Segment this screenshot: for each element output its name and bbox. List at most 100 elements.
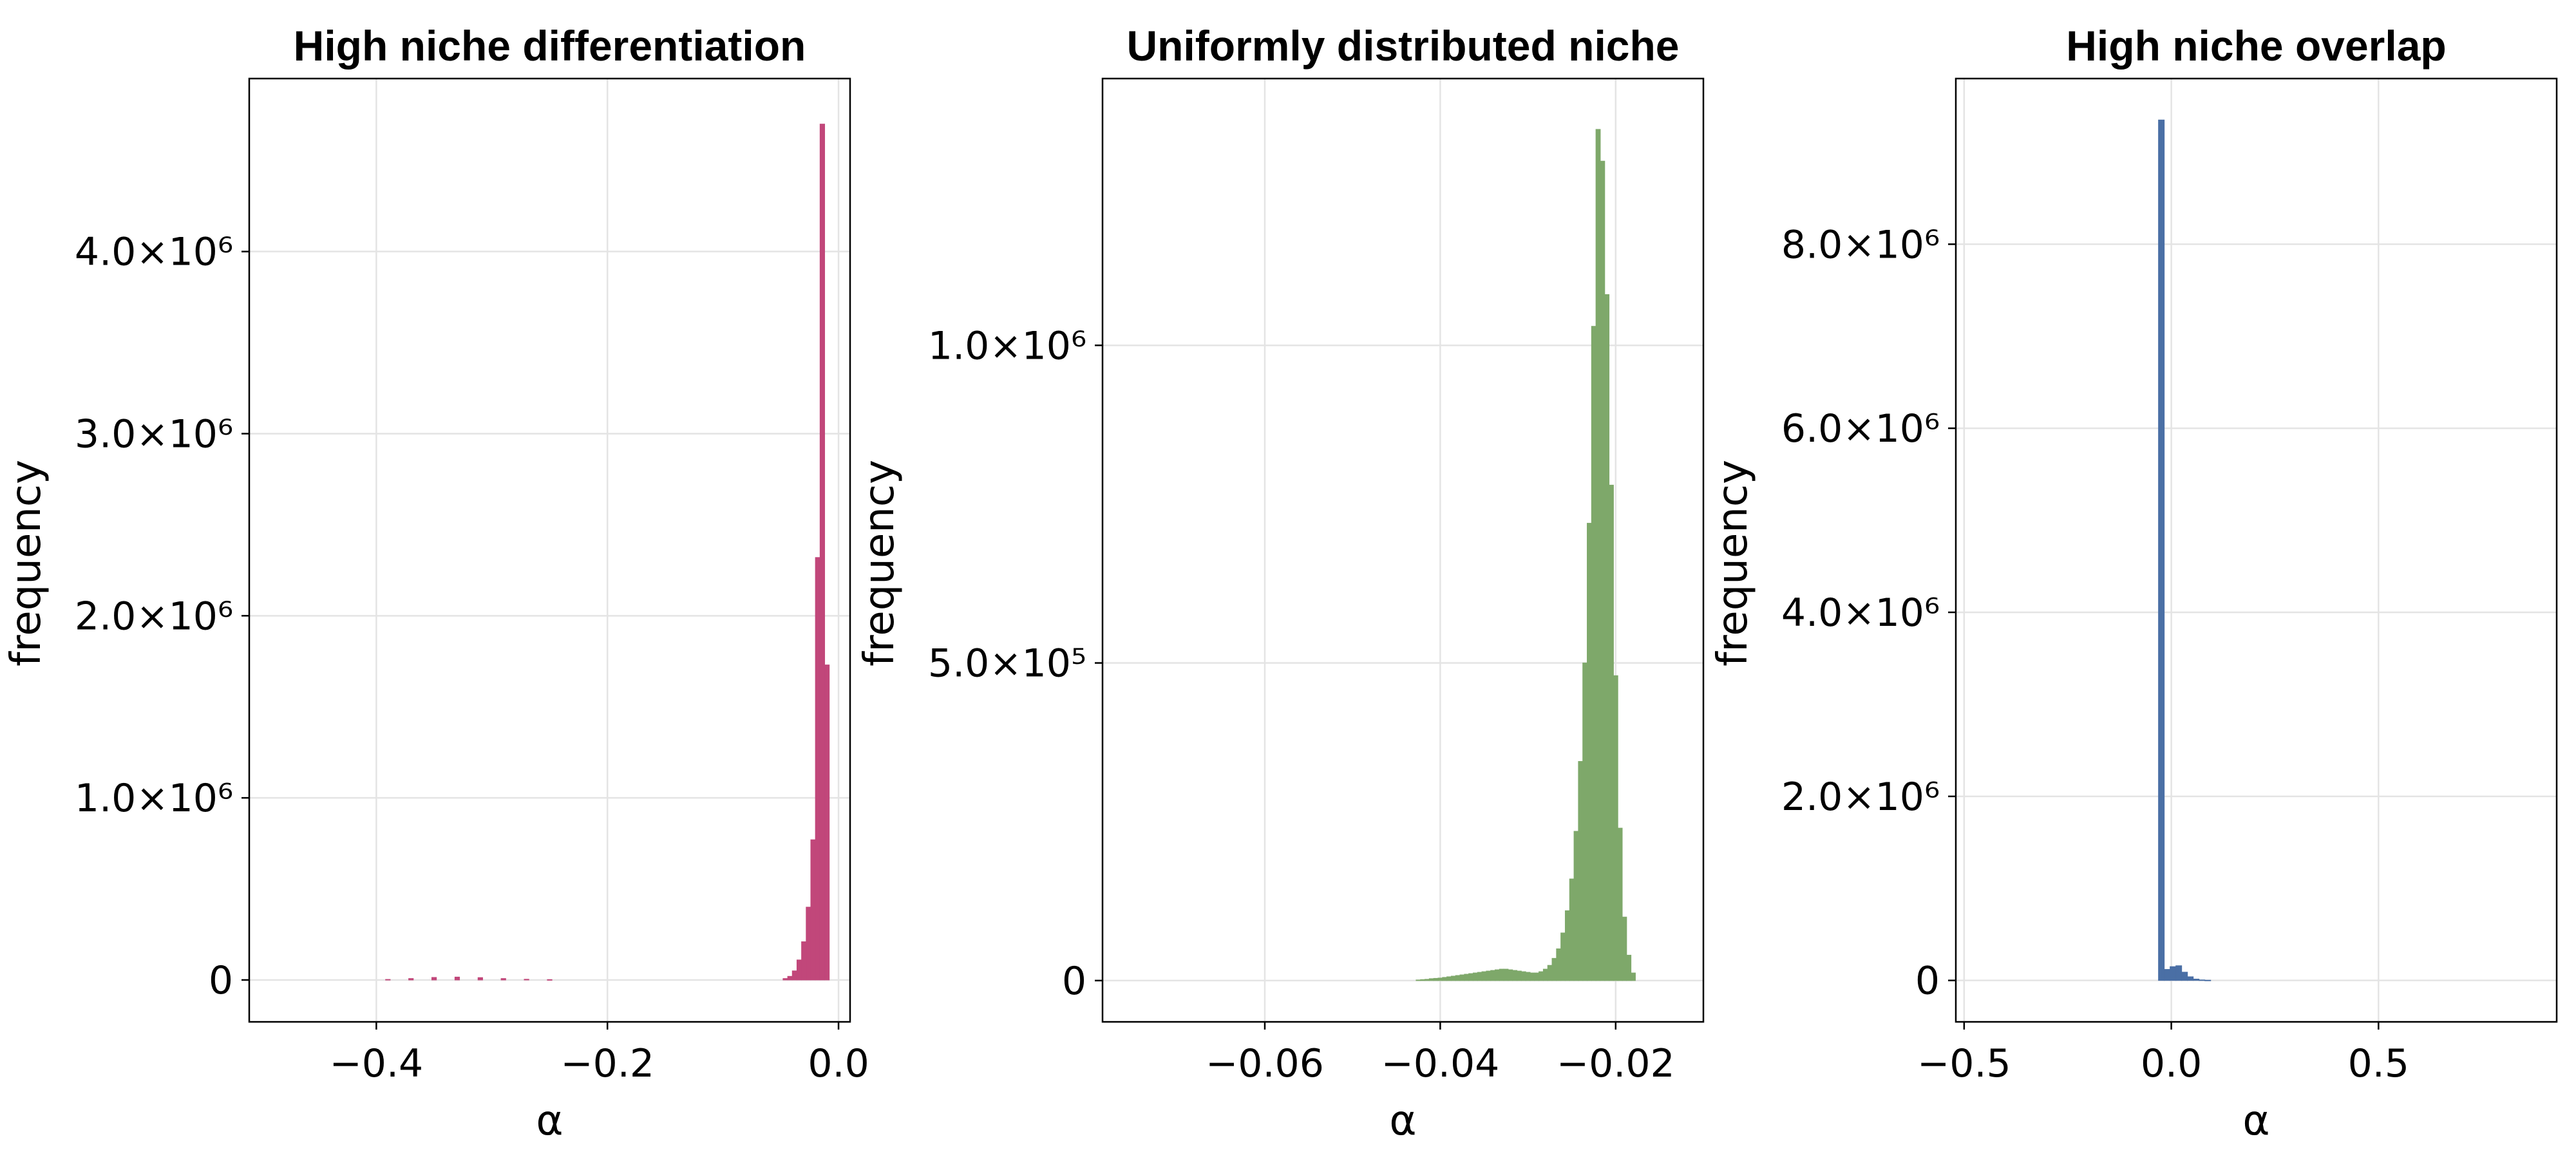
histogram-bar [1582,663,1588,981]
y-tick-label: 6.0×10⁶ [1781,406,1940,451]
histogram-bar [1512,970,1518,981]
histogram-bar [1520,971,1526,981]
histogram-bar [2199,979,2206,981]
histogram-bar [1428,978,1434,981]
y-axis-label: frequency [856,460,904,666]
histogram-bar [1604,294,1610,981]
histogram-bar [1459,974,1465,981]
x-axis-label: α [536,1097,563,1145]
x-axis-label: α [1389,1097,1416,1145]
histogram-bar [1600,160,1605,981]
histogram-bar [1416,979,1421,981]
histogram-bar [787,975,793,981]
histogram-bar [2158,119,2165,981]
x-tick-label: −0.06 [1206,1041,1324,1086]
y-tick-label: 2.0×10⁶ [1781,775,1940,820]
histogram-bar [1631,972,1636,981]
x-tick-label: −0.5 [1917,1041,2011,1086]
y-tick-label: 5.0×10⁵ [928,641,1086,686]
histogram-bar [791,970,797,981]
histogram-bar [2164,969,2171,981]
histogram-bar [1534,972,1540,981]
histogram-bar [1573,831,1579,981]
histogram-bar [1591,326,1596,981]
y-tick-label: 1.0×10⁶ [75,776,233,821]
y-tick-label: 3.0×10⁶ [75,411,233,457]
histogram-bar [524,979,529,981]
y-tick-label: 4.0×10⁶ [75,230,233,275]
histogram-bar [1425,979,1430,981]
histogram-bar [1464,974,1470,981]
histogram-bar [1556,948,1562,981]
histogram-bar [1455,975,1461,981]
histogram-bar [431,977,437,981]
histogram-bar [1525,972,1531,981]
histogram-bar [1437,977,1443,981]
histogram-bar [1539,971,1544,981]
y-tick-label: 0 [209,958,233,1003]
histogram-bar [1626,954,1632,981]
chart-panel-2: −0.06 −0.04 −0.02 0 5.0×10⁵ 1.0×10⁶ Uniformly … [856,22,1705,1145]
histogram-bar [1578,761,1584,981]
x-tick-label: 0.5 [2348,1041,2409,1086]
x-tick-label: −0.04 [1381,1041,1499,1086]
histogram-bar [1495,969,1500,981]
y-tick-label: 4.0×10⁶ [1781,590,1940,636]
histogram-bar [1617,827,1623,981]
histogram-bar [1613,675,1618,981]
histogram-bar [2175,965,2183,981]
histogram-bar [547,979,553,981]
histogram-bar [2181,972,2188,981]
histogram-bar [1477,972,1482,981]
histogram-bar [2193,979,2200,981]
x-tick-label: −0.4 [330,1041,424,1086]
histogram-bar [1547,965,1553,981]
chart-title: High niche overlap [2066,22,2446,70]
histogram-bar [1481,971,1487,981]
y-tick-label: 1.0×10⁶ [928,323,1086,368]
histogram-bar [454,976,460,981]
histogram-bar [1420,979,1426,981]
histogram-bar [2170,966,2177,981]
x-axis-label: α [2242,1097,2269,1145]
histogram-bar [1433,977,1439,981]
histogram-bar [819,124,826,981]
y-axis-label: frequency [3,460,50,666]
histogram-bar [385,979,391,981]
histogram-bar [1490,970,1496,981]
chart-panel-1: −0.4 −0.2 0.0 0 1.0×10⁶ 2.0×10⁶ 3.0×10⁶ 4.0×10⁶… [3,22,869,1145]
histogram-bar [810,839,816,981]
histogram-bar [1560,932,1566,981]
histogram-bar [806,907,811,981]
histogram-bar [1508,969,1513,981]
histogram-bar [801,941,807,981]
histogram-bar [1569,878,1575,981]
chart-title: Uniformly distributed niche [1126,22,1679,70]
histogram-bar [1468,973,1473,981]
histogram-bar [408,978,414,981]
histogram-bar [1503,968,1509,981]
histogram-bar [1609,484,1614,981]
histogram-bar [1499,968,1504,981]
histogram-bar [782,978,788,981]
histogram-bar [1587,523,1592,981]
chart-title: High niche differentiation [294,22,806,70]
histogram-bar [2187,976,2194,981]
plot-frame [1955,77,2558,1023]
histogram-bar [1622,916,1627,981]
histogram-bar [1486,970,1492,981]
y-axis-label: frequency [1709,460,1757,666]
histogram-bar [1446,976,1452,981]
x-tick-label: 0.0 [2141,1041,2202,1086]
histogram-bar [1530,972,1535,981]
chart-panel-3: −0.5 0.0 0.5 0 2.0×10⁶ 4.0×10⁶ 6.0×10⁶ 8.0×10⁶ H… [1709,22,2558,1145]
histogram-bar [1564,910,1570,981]
x-tick-label: 0.0 [808,1041,869,1086]
x-tick-label: −0.2 [560,1041,654,1086]
y-tick-label: 8.0×10⁶ [1781,222,1940,267]
plot-frame [1101,77,1705,1023]
histogram-bar [500,978,506,981]
x-tick-label: −0.02 [1557,1041,1675,1086]
histogram-bar [796,959,802,981]
